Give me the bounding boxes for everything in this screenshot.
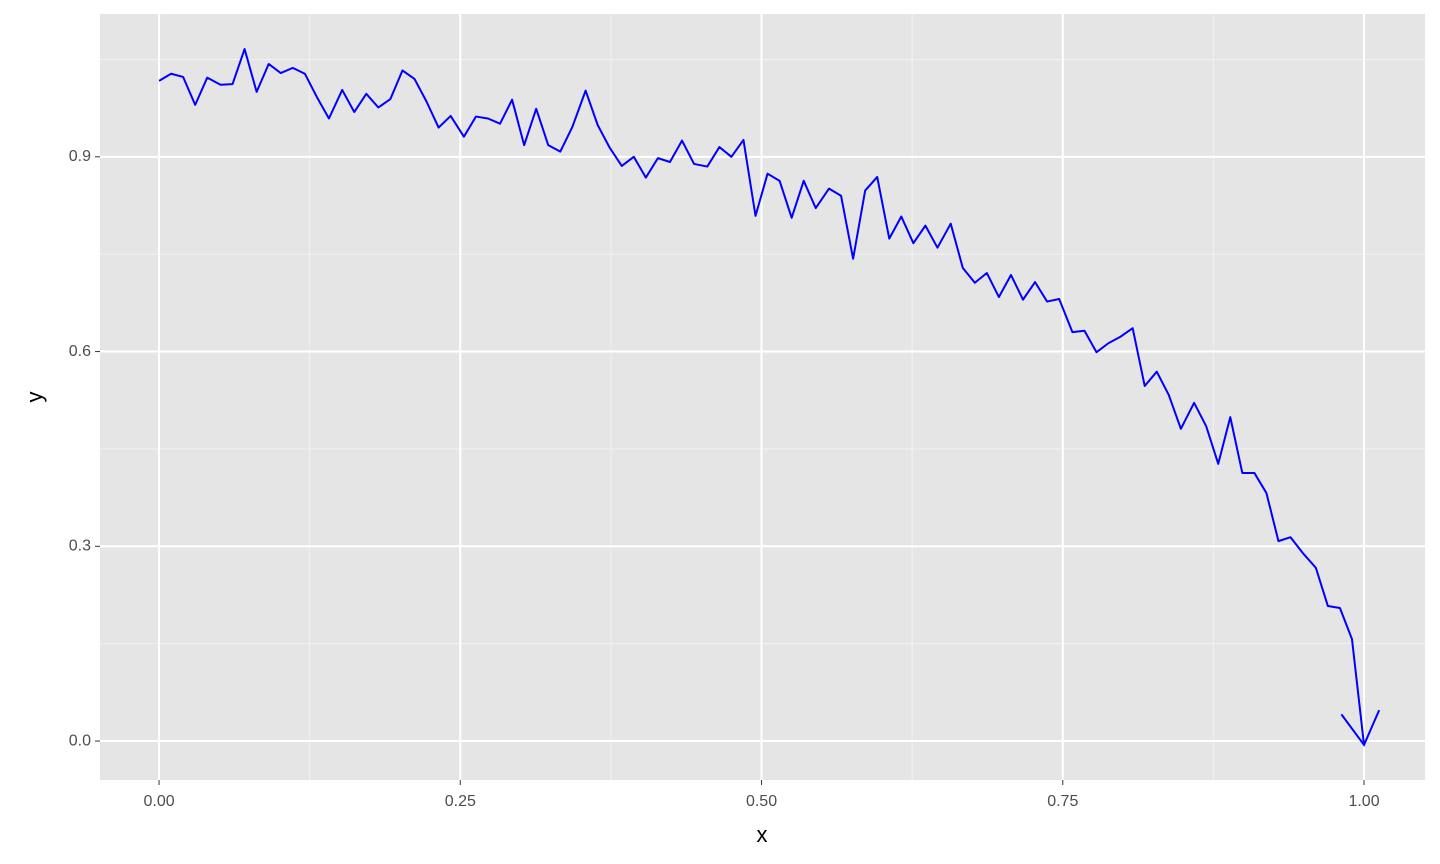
x-tick-label: 0.75 — [1047, 793, 1078, 810]
x-tick-label: 0.00 — [143, 793, 174, 810]
x-tick-label: 0.25 — [445, 793, 476, 810]
line — [158, 48, 1366, 746]
x-tick-label: 1.00 — [1348, 793, 1379, 810]
arrow-head — [1340, 709, 1381, 747]
y-tick-label: 0.0 — [69, 732, 91, 749]
y-tick-label: 0.9 — [69, 148, 91, 165]
x-tick-label: 0.50 — [746, 793, 777, 810]
y-tick-label: 0.6 — [69, 343, 91, 360]
y-axis-title: y — [22, 392, 47, 403]
y-tick-label: 0.3 — [69, 538, 91, 555]
marks — [158, 48, 1381, 747]
x-axis-title: x — [757, 822, 768, 847]
grid — [100, 14, 1425, 780]
